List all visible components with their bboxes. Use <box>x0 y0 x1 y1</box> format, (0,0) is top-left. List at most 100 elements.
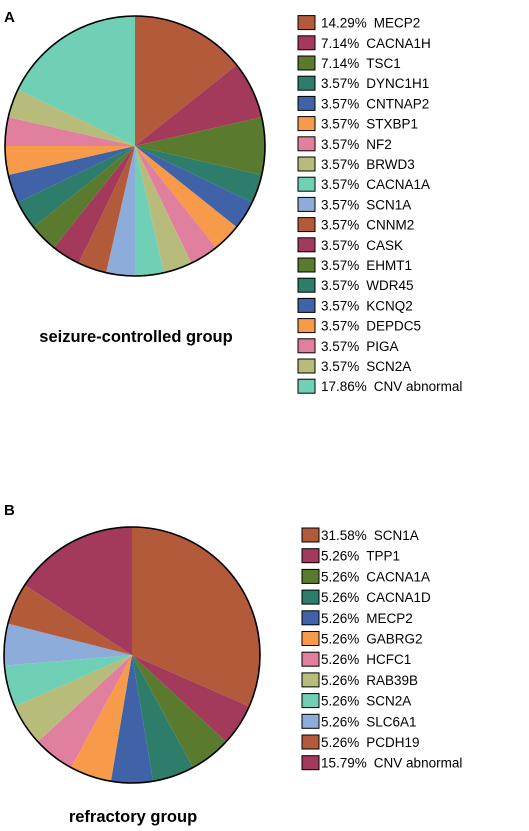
legend-label: 3.57% CNTNAP2 <box>321 96 429 111</box>
pie-slice-cntnap2 <box>135 146 253 228</box>
legend-gene-name: HCFC1 <box>366 652 411 667</box>
legend-label: 5.26% SLC6A1 <box>321 714 417 729</box>
legend-label: 31.58% SCN1A <box>321 528 419 543</box>
legend-label: 17.86% CNV abnormal <box>321 379 462 394</box>
legend-label: 5.26% MECP2 <box>321 611 413 626</box>
legend-swatch <box>301 672 320 688</box>
legend-percent: 14.29% <box>321 16 367 31</box>
legend-swatch <box>297 75 316 91</box>
pie-slice-scn2a <box>4 655 132 707</box>
legend-percent: 5.26% <box>321 569 359 584</box>
pie-slice-tpp1 <box>132 655 250 742</box>
pie-slice-wdr45 <box>17 146 135 228</box>
pie-slice-stxbp1 <box>135 146 237 248</box>
legend-swatch <box>297 237 316 253</box>
legend-gene-name: DEPDC5 <box>366 319 421 334</box>
legend-percent: 3.57% <box>321 197 359 212</box>
legend-percent: 5.26% <box>321 549 359 564</box>
legend-gene-name: DYNC1H1 <box>366 76 429 91</box>
pie-slice-cnv-abnormal <box>24 527 132 655</box>
legend-swatch <box>297 15 316 31</box>
legend-gene-name: CACNA1A <box>366 569 430 584</box>
legend-swatch <box>301 610 320 626</box>
legend-swatch <box>297 297 316 313</box>
legend-percent: 3.57% <box>321 76 359 91</box>
pie-slice-dync1h1 <box>135 146 262 203</box>
legend-label: 5.26% TPP1 <box>321 549 400 564</box>
pie-slice-cask <box>53 146 135 264</box>
legend-gene-name: CASK <box>366 238 403 253</box>
legend-label: 3.57% NF2 <box>321 137 392 152</box>
legend-percent: 17.86% <box>321 379 367 394</box>
pie-slice-cnv-abnormal <box>17 15 136 146</box>
legend-label: 3.57% WDR45 <box>321 278 414 293</box>
legend-b: 31.58% SCN1A 5.26% TPP1 5.26% CACNA1A 5.26% CAC… <box>301 527 462 771</box>
legend-percent: 3.57% <box>321 319 359 334</box>
legend-gene-name: RAB39B <box>366 673 418 688</box>
legend-label: 3.57% DEPDC5 <box>321 319 421 334</box>
pie-slice-depdc5 <box>5 146 135 175</box>
pie-slice-slc6a1 <box>4 623 133 666</box>
legend-swatch <box>297 156 316 172</box>
pie-slice-piga <box>4 117 135 147</box>
pie-slice-gabrg2 <box>71 655 132 782</box>
legend-gene-name: KCNQ2 <box>366 298 413 313</box>
legend-percent: 5.26% <box>321 632 359 647</box>
legend-label: 5.26% SCN2A <box>321 694 411 709</box>
legend-gene-name: GABRG2 <box>366 632 422 647</box>
legend-gene-name: NF2 <box>366 137 392 152</box>
legend-percent: 3.57% <box>321 96 359 111</box>
pie-slice-scn1a <box>132 527 260 707</box>
legend-gene-name: MECP2 <box>374 16 421 31</box>
legend-gene-name: WDR45 <box>366 278 413 293</box>
legend-swatch <box>297 196 316 212</box>
legend-gene-name: CACNA1H <box>366 36 431 51</box>
legend-swatch <box>301 651 320 667</box>
legend-percent: 7.14% <box>321 56 359 71</box>
pie-slice-scn1a <box>106 146 135 276</box>
legend-a: 14.29% MECP2 7.14% CACNA1H 7.14% TSC1 3.57% DYN… <box>297 15 462 394</box>
legend-label: 5.26% CACNA1A <box>321 569 430 584</box>
legend-percent: 3.57% <box>321 117 359 132</box>
legend-gene-name: PIGA <box>366 339 398 354</box>
pie-slice-nf2 <box>135 146 217 264</box>
legend-percent: 5.26% <box>321 611 359 626</box>
legend-swatch <box>297 318 316 334</box>
legend-gene-name: BRWD3 <box>366 157 415 172</box>
legend-swatch <box>301 568 320 584</box>
pie-chart-a <box>4 15 266 277</box>
legend-swatch <box>297 136 316 152</box>
legend-label: 7.14% CACNA1H <box>321 36 431 51</box>
group-label-a: seizure-controlled group <box>39 328 232 346</box>
legend-gene-name: SCN1A <box>366 197 411 212</box>
legend-swatch <box>297 217 316 233</box>
legend-swatch <box>297 55 316 71</box>
legend-swatch <box>301 527 320 543</box>
legend-swatch <box>301 631 320 646</box>
legend-swatch <box>301 693 320 709</box>
legend-percent: 31.58% <box>321 528 367 543</box>
legend-gene-name: STXBP1 <box>366 117 418 132</box>
legend-swatch <box>297 35 316 51</box>
legend-label: 5.26% PCDH19 <box>321 735 420 750</box>
pie-slice-cacna1h <box>135 64 262 146</box>
pie-slice-tsc1 <box>135 117 265 175</box>
legend-percent: 3.57% <box>321 278 359 293</box>
legend-gene-name: SLC6A1 <box>366 714 416 729</box>
legend-label: 5.26% CACNA1D <box>321 590 431 605</box>
legend-gene-name: CACNA1D <box>366 590 431 605</box>
legend-percent: 3.57% <box>321 177 359 192</box>
legend-gene-name: CACNA1A <box>366 177 430 192</box>
legend-gene-name: SCN1A <box>374 528 419 543</box>
legend-percent: 5.26% <box>321 714 359 729</box>
legend-swatch <box>297 176 316 192</box>
legend-gene-name: CNV abnormal <box>374 379 463 394</box>
legend-gene-name: TSC1 <box>366 56 401 71</box>
legend-percent: 5.26% <box>321 673 359 688</box>
legend-swatch <box>297 95 316 111</box>
pie-slice-cnnm2 <box>78 146 135 273</box>
legend-swatch <box>301 589 320 605</box>
pie-slice-ehmt1 <box>33 146 135 248</box>
